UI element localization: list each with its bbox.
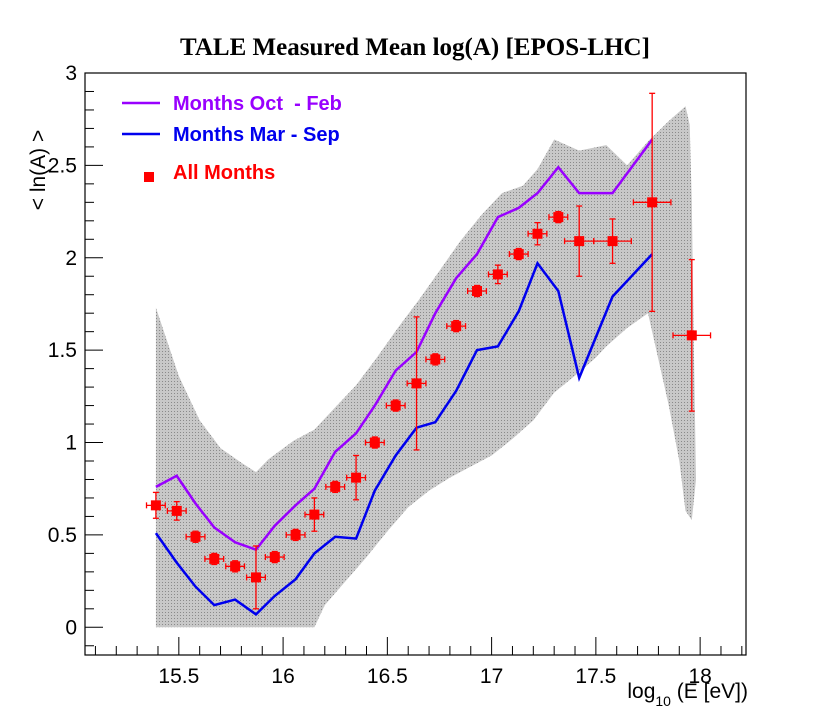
data-point-marker	[290, 529, 301, 540]
data-point-marker	[330, 481, 341, 492]
data-point-marker	[607, 236, 618, 247]
systematic-band	[155, 106, 696, 628]
y-tick-label: 2.5	[48, 154, 77, 177]
data-point-all-months	[487, 264, 508, 285]
data-point-all-months	[446, 319, 467, 333]
data-point-all-months	[593, 218, 632, 264]
y-tick-label: 2	[65, 247, 77, 270]
systematic-band-layer	[155, 106, 696, 628]
x-axis-label-log: log	[627, 680, 655, 703]
chart-title: TALE Measured Mean log(A) [EPOS-LHC]	[180, 34, 650, 61]
data-point-marker	[451, 321, 462, 332]
data-point-all-months	[166, 500, 187, 521]
plot-frame	[84, 72, 747, 656]
data-point-all-months	[304, 497, 325, 532]
data-point-all-months	[264, 550, 285, 564]
series-layer	[145, 92, 712, 617]
x-tick-label: 17	[480, 665, 503, 688]
x-tick-label: 15.5	[158, 665, 199, 688]
x-tick-label: 16	[271, 665, 294, 688]
data-point-all-months	[548, 210, 569, 224]
legend-label-oct-feb: Months Oct - Feb	[173, 93, 342, 115]
data-point-marker	[309, 509, 320, 520]
data-point-all-months	[285, 528, 306, 542]
data-point-all-months	[672, 258, 712, 412]
data-point-all-months	[425, 353, 446, 366]
data-point-marker	[150, 500, 161, 511]
series-line-mar-sep	[154, 253, 654, 617]
axes-layer: 15.5 16 16.5 17 17.5 18 0 0.5 1 1.5 2 2.5 3	[48, 62, 747, 688]
data-point-marker	[171, 505, 182, 516]
y-axis-label: < ln(A) >	[27, 130, 50, 211]
legend-marker-all-months	[144, 172, 154, 182]
data-point-marker	[190, 531, 201, 542]
y-tick-label: 0.5	[48, 524, 77, 547]
data-point-marker	[269, 552, 280, 563]
legend: Months Oct - Feb Months Mar - Sep All Mo…	[122, 93, 342, 184]
x-axis-label-subscript: 10	[655, 693, 671, 709]
data-point-marker	[492, 269, 503, 280]
data-point-marker	[513, 249, 524, 260]
data-point-marker	[250, 572, 261, 583]
data-point-marker	[390, 400, 401, 411]
data-point-marker	[351, 472, 362, 483]
data-point-all-months	[346, 454, 367, 501]
data-point-marker	[532, 228, 543, 239]
data-point-marker	[369, 437, 380, 448]
data-point-marker	[430, 354, 441, 365]
data-point-all-months	[508, 247, 529, 261]
x-tick-label: 17.5	[575, 665, 616, 688]
data-point-marker	[411, 378, 422, 389]
data-point-all-months	[466, 284, 488, 298]
y-tick-label: 0	[65, 616, 77, 639]
data-point-all-months	[204, 552, 225, 566]
data-point-all-months	[385, 399, 406, 412]
data-point-all-months	[185, 530, 206, 543]
y-tick-label: 1.5	[48, 339, 77, 362]
y-tick-label: 3	[65, 62, 77, 85]
data-point-marker	[647, 197, 658, 208]
x-axis-label-tail: (E [eV])	[671, 680, 748, 703]
data-point-marker	[209, 553, 220, 564]
data-point-all-months	[145, 491, 166, 519]
y-tick-label: 1	[65, 432, 77, 455]
x-axis-label: log10 (E [eV])	[627, 680, 748, 709]
data-point-marker	[472, 286, 483, 297]
data-point-all-months	[527, 222, 548, 246]
data-point-all-months	[632, 92, 672, 312]
legend-label-all-months: All Months	[173, 162, 275, 184]
x-tick-label: 16.5	[367, 665, 408, 688]
data-point-all-months	[225, 560, 246, 573]
data-point-all-months	[364, 436, 385, 449]
data-point-marker	[574, 236, 585, 247]
data-point-marker	[686, 330, 697, 341]
data-point-marker	[230, 561, 241, 572]
data-point-all-months	[406, 316, 427, 451]
series-line-oct-feb	[155, 138, 654, 552]
x-tick-label: 18	[688, 665, 711, 688]
data-point-marker	[553, 212, 564, 223]
data-point-all-months	[245, 545, 267, 610]
legend-label-mar-sep: Months Mar - Sep	[173, 124, 340, 146]
data-point-all-months	[325, 480, 346, 494]
